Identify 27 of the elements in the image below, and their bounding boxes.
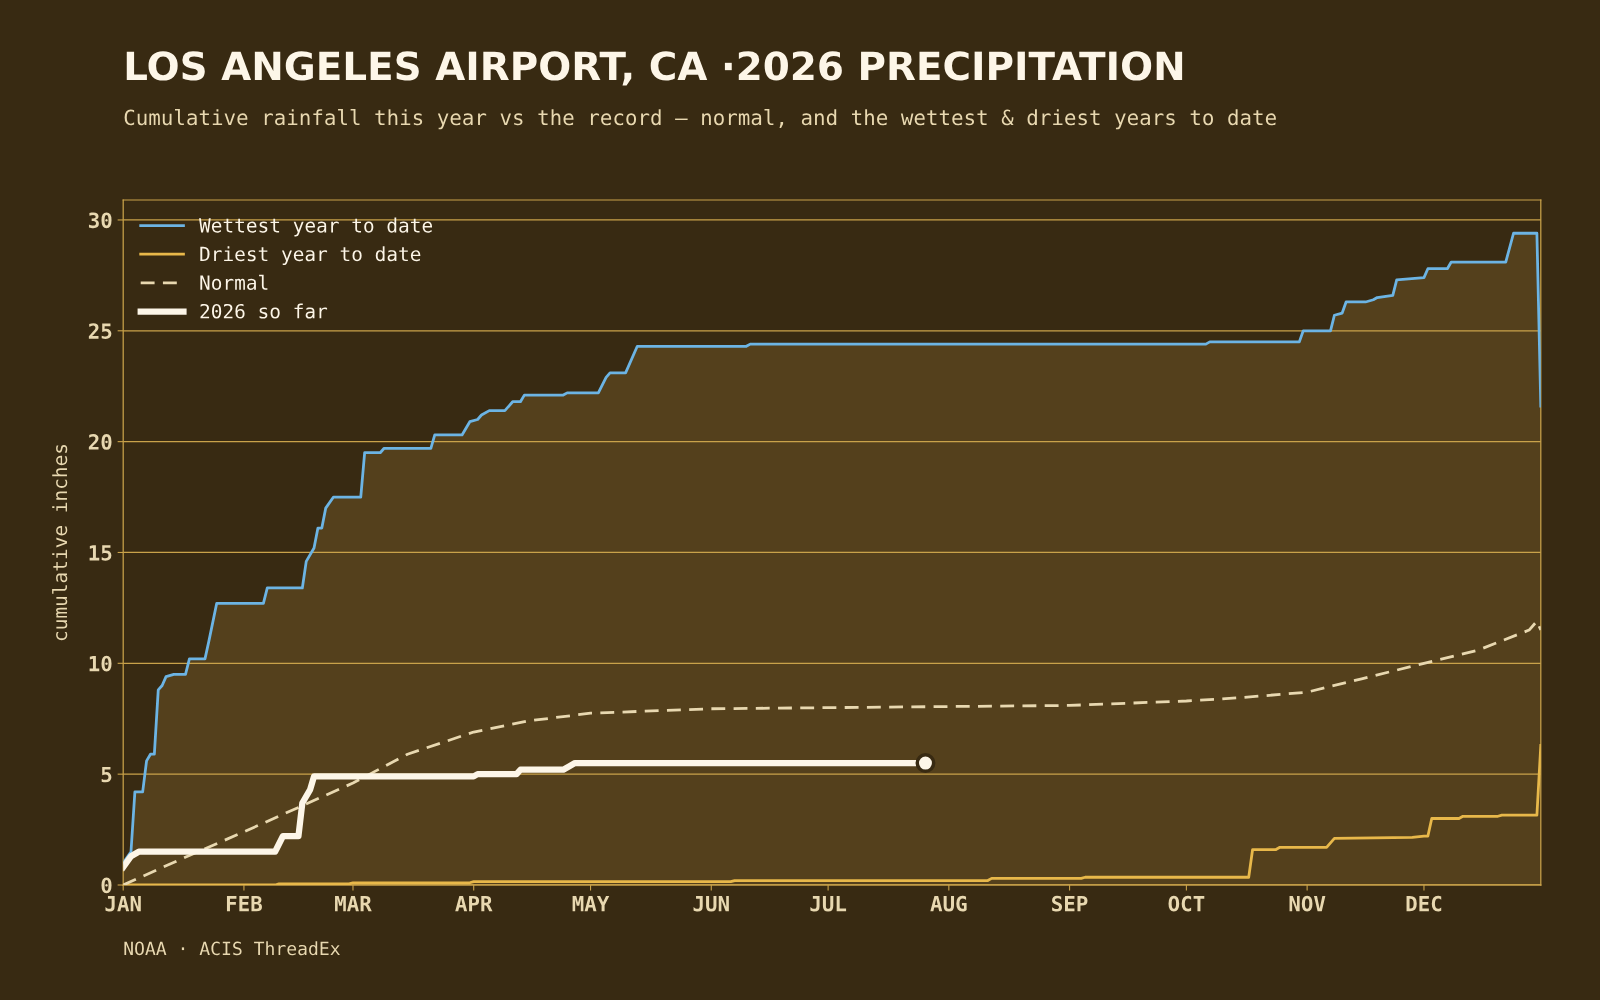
legend-label: Driest year to date: [200, 246, 421, 266]
chart-subtitle: Cumulative rainfall this year vs the record — normal, and the wettest & driest years to date: [124, 109, 1276, 130]
x-tick-label: MAY: [572, 896, 610, 912]
y-tick-label: 25: [88, 323, 112, 339]
y-axis-title: cumulative inches: [52, 444, 68, 641]
text: NOAA · ACIS ThreadEx: [124, 941, 340, 956]
x-tick-label: DEC: [1406, 895, 1442, 912]
x-tick-label: JAN: [105, 896, 141, 912]
x-tick-label: MAR: [335, 896, 372, 912]
legend-label: Wettest year to date: [199, 217, 433, 237]
y-tick-label: 0: [101, 877, 112, 894]
y-tick-label: 30: [88, 212, 112, 229]
x-tick-label: NOV: [1289, 895, 1326, 912]
legend-label: Normal: [200, 274, 268, 290]
x-tick-label: APR: [455, 896, 493, 912]
y-tick-label: 5: [101, 766, 112, 783]
x-tick-label: JUL: [810, 896, 847, 912]
legend-label: 2026 so far: [200, 303, 328, 319]
y-tick-label: 10: [89, 655, 112, 672]
x-tick-label: OCT: [1168, 895, 1205, 912]
x-tick-label: SEP: [1052, 895, 1088, 912]
x-tick-label: JUN: [693, 896, 729, 912]
chart-title: LOS ANGELES AIRPORT, CA ·2026 PRECIPITATION: [126, 51, 1183, 86]
y-tick-label: 15: [89, 545, 112, 561]
y-tick-label: 20: [88, 434, 112, 450]
x-tick-label: FEB: [226, 896, 262, 912]
x-tick-label: AUG: [930, 895, 967, 912]
